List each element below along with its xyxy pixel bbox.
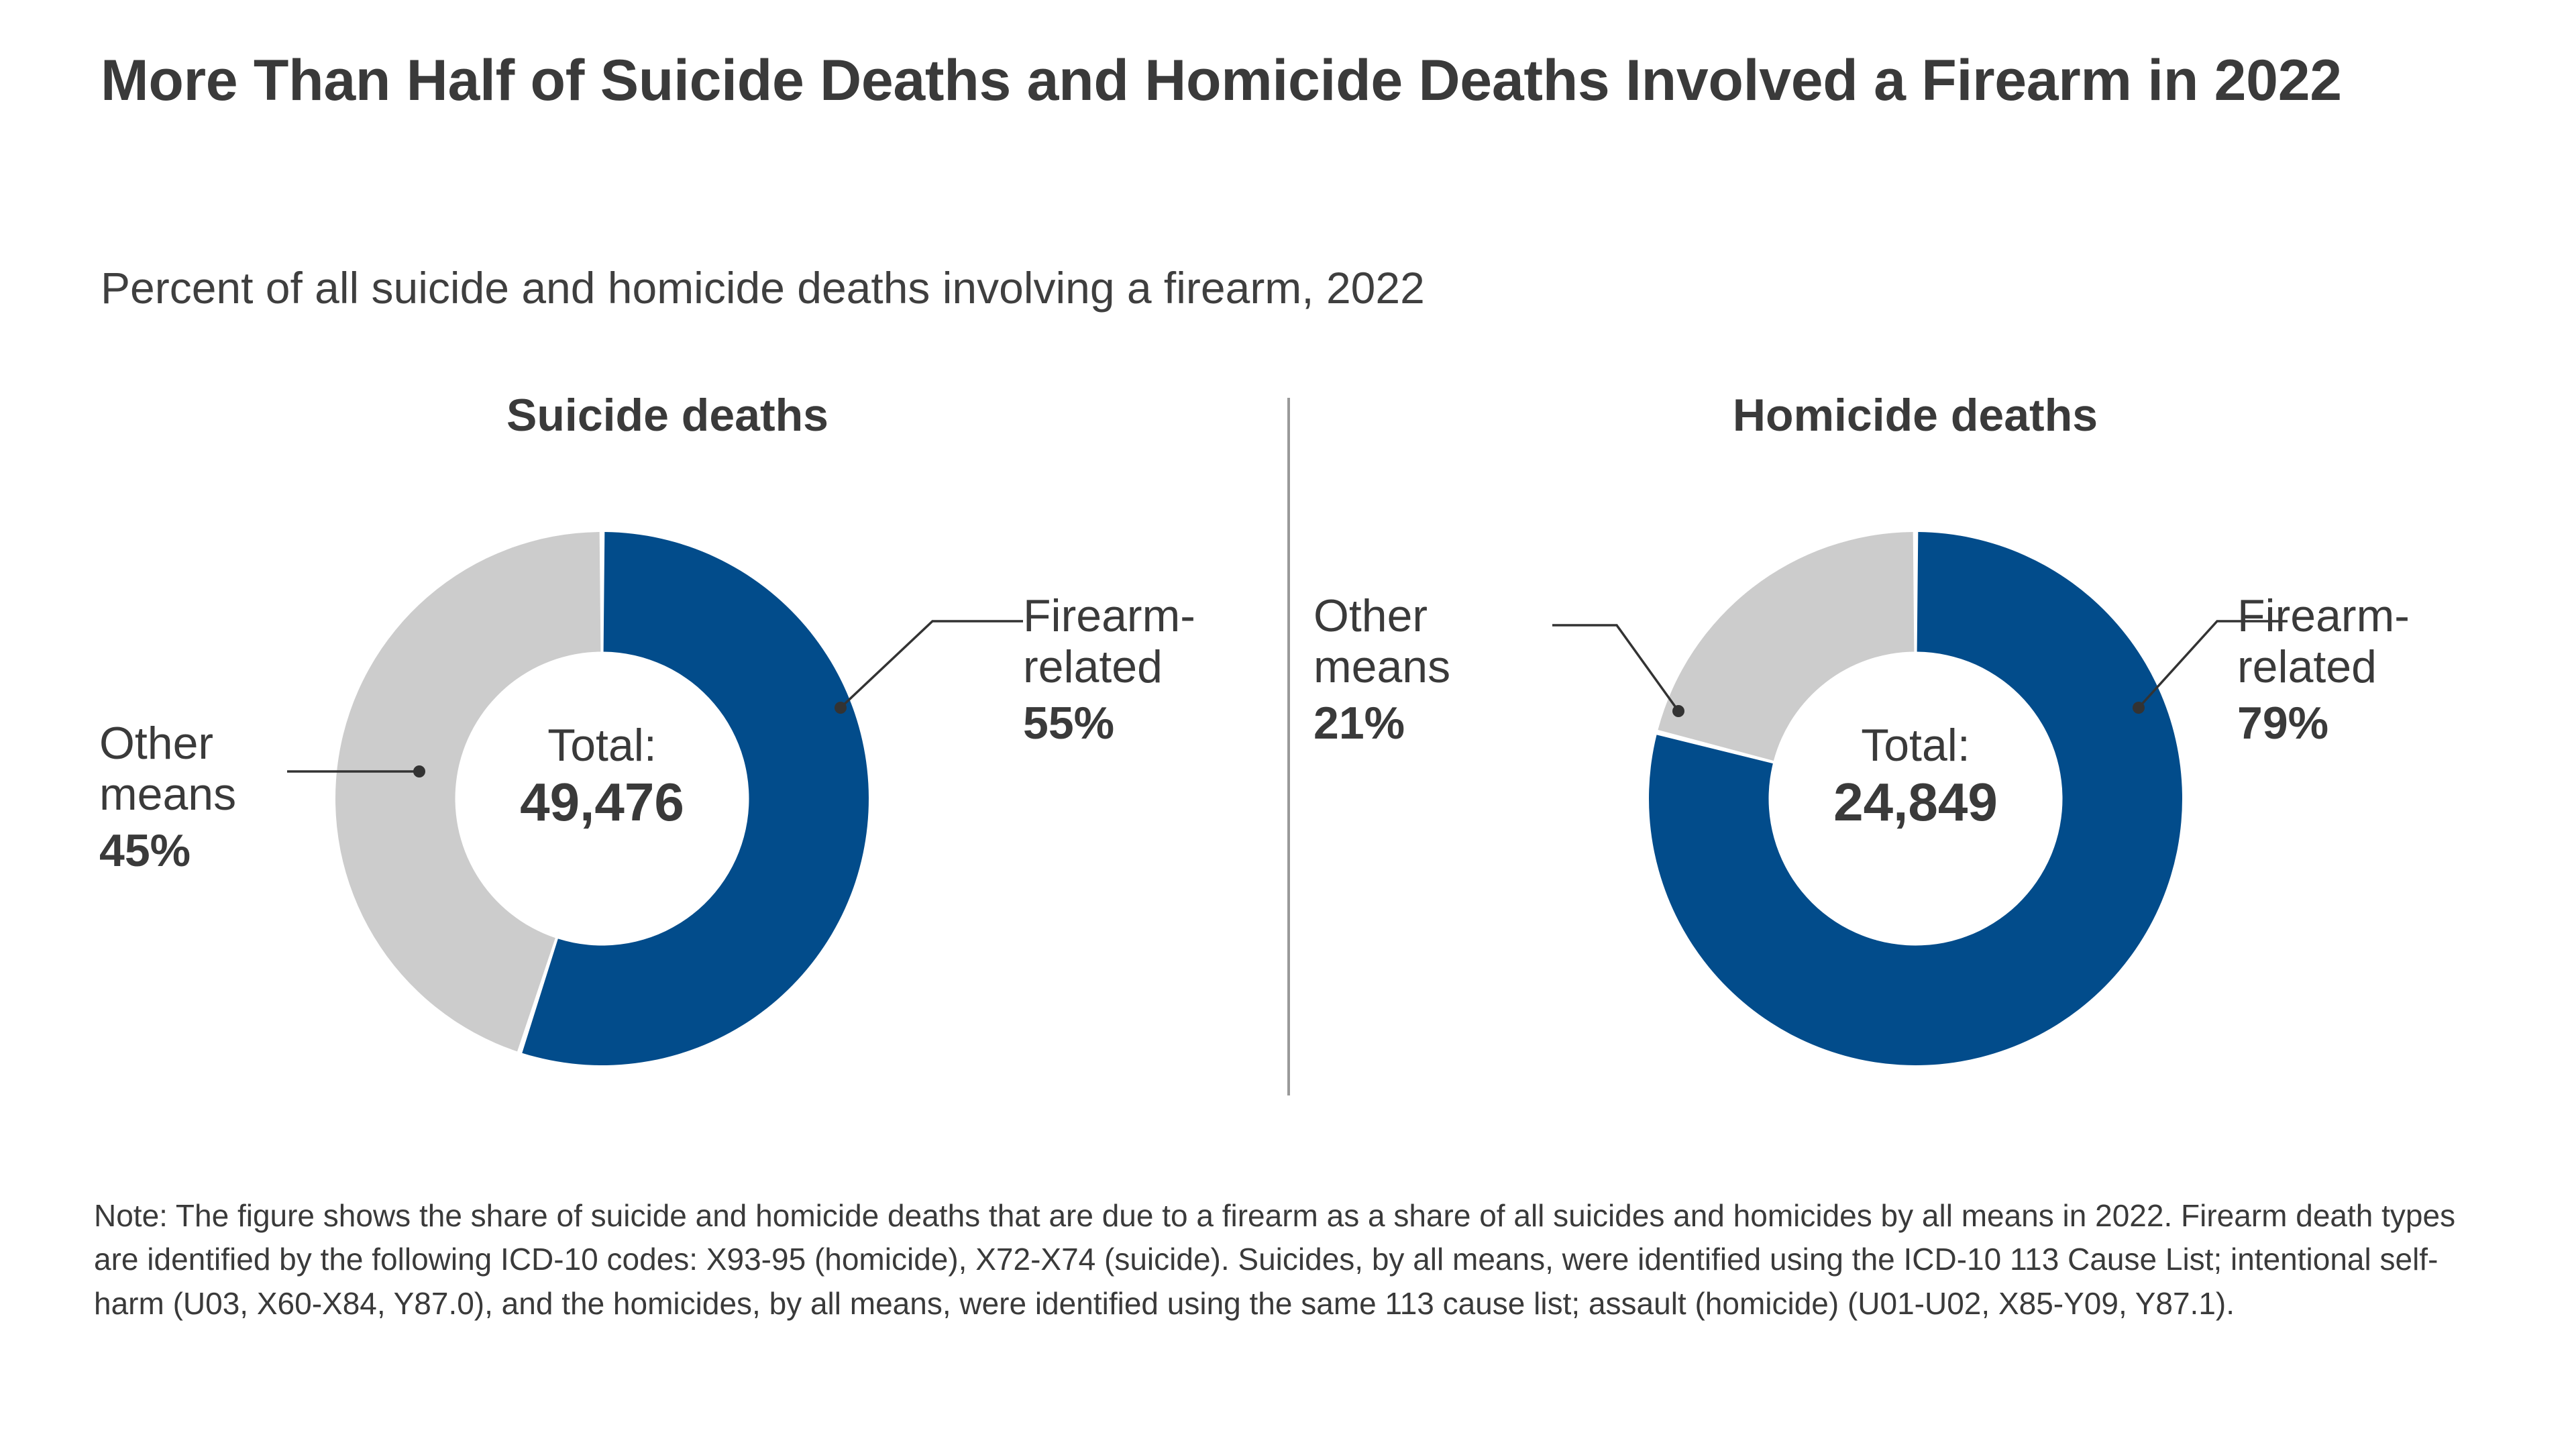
donut-chart-homicide: Total: 24,849 [1642,525,2189,1072]
callout-firearm-suicide: Firearm-related 55% [1023,590,1305,749]
chart-panel-suicide: Suicide deaths Total: 49,476 [80,376,1281,1127]
donut-svg-suicide [335,532,869,1066]
callout-firearm-label-suicide: Firearm-related [1023,590,1195,693]
callout-other-label2-homicide: means [1313,641,1451,693]
callout-other-label1-homicide: Other [1313,590,1428,641]
page-title: More Than Half of Suicide Deaths and Hom… [101,48,2342,113]
callout-firearm-pct-suicide: 55% [1023,698,1115,749]
figure-note: Note: The figure shows the share of suic… [94,1198,2456,1321]
slice-other-homicide[interactable] [1658,532,1915,761]
callout-other-homicide: Other means 21% [1313,590,1555,749]
chart-title-homicide: Homicide deaths [1732,390,2098,441]
callout-other-pct-homicide: 21% [1313,698,1405,749]
slice-firearm-suicide[interactable] [522,532,869,1066]
chart-title-suicide: Suicide deaths [506,390,828,441]
chart-panel-homicide: Homicide deaths Total: 24,849 [1295,376,2496,1127]
donut-slices-suicide [335,532,869,1066]
callout-other-suicide: Other means 45% [99,718,327,876]
donut-svg-homicide [1649,532,2183,1066]
callout-other-label2-suicide: means [99,769,237,820]
donut-chart-suicide: Total: 49,476 [329,525,875,1072]
callout-firearm-label-homicide: Firearm-related [2237,590,2410,693]
callout-other-label1-suicide: Other [99,718,214,769]
callout-other-pct-suicide: 45% [99,825,191,877]
donut-slices-homicide [1649,532,2183,1066]
panel-divider [1287,398,1290,1095]
slice-firearm-homicide[interactable] [1649,532,2183,1066]
slice-other-suicide[interactable] [335,532,601,1052]
callout-firearm-homicide: Firearm-related 79% [2237,590,2519,749]
callout-firearm-pct-homicide: 79% [2237,698,2329,749]
page-subtitle: Percent of all suicide and homicide deat… [101,263,1425,313]
